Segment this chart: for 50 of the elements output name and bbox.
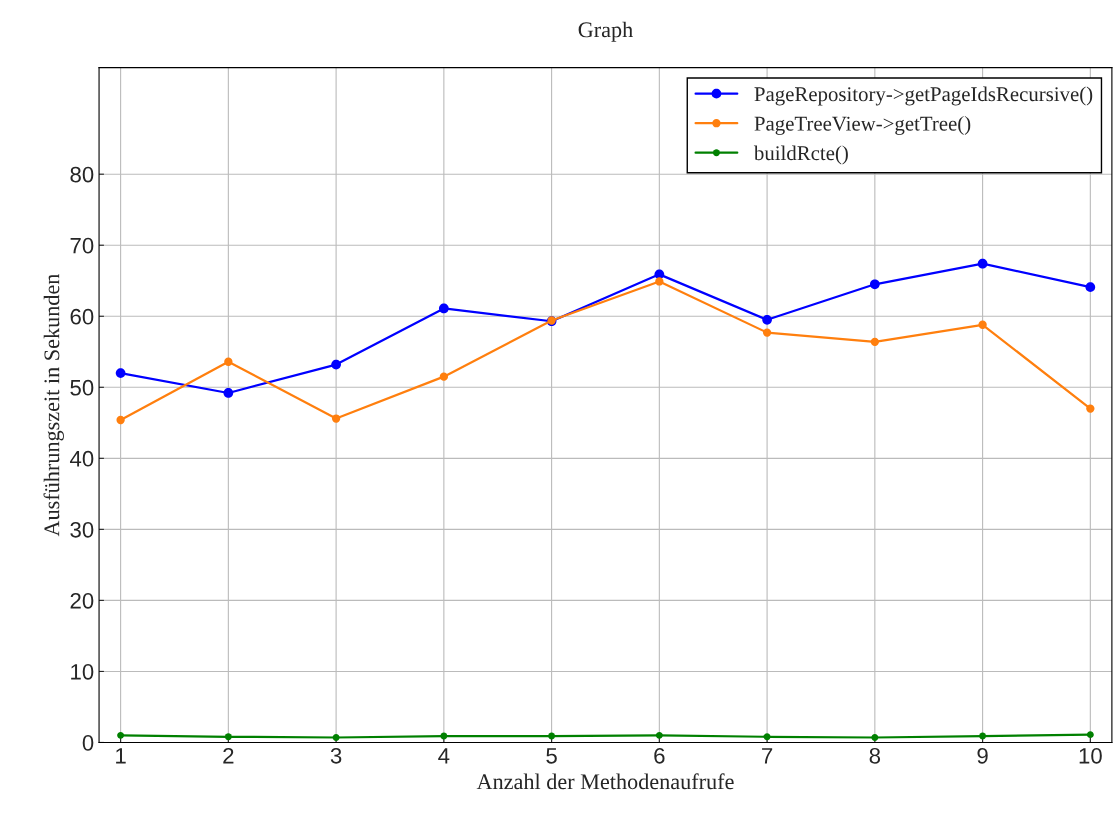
point <box>762 314 772 325</box>
x-tick-label: 7 <box>762 748 773 764</box>
x-tick-label: 4 <box>438 748 450 764</box>
point <box>1085 282 1096 292</box>
point <box>655 277 664 286</box>
y-tick-label: 60 <box>70 308 94 325</box>
point <box>116 415 125 425</box>
point <box>762 328 772 337</box>
point <box>440 732 448 740</box>
x-tick-label: 9 <box>977 747 988 764</box>
point <box>548 732 556 740</box>
point <box>115 368 126 378</box>
point <box>870 337 880 346</box>
y-tick-label: 70 <box>70 237 94 254</box>
x-tick-label: 6 <box>654 747 665 764</box>
point <box>979 732 987 740</box>
x-tick-label: 1 <box>116 748 126 764</box>
x-tick-label: 3 <box>330 747 342 764</box>
point <box>224 733 232 741</box>
legend-label: buildRcte() <box>753 145 848 165</box>
x-tick-label: 8 <box>869 747 881 764</box>
y-tick-label: 40 <box>69 450 94 467</box>
point <box>439 372 449 381</box>
y-tick-label: 80 <box>70 166 94 183</box>
point <box>977 258 988 269</box>
y-tick-label: 50 <box>70 379 94 396</box>
y-axis-title: Ausführungszeit in Sekunden <box>43 273 64 537</box>
point <box>331 359 341 370</box>
y-tick-label: 30 <box>70 521 94 538</box>
point <box>331 414 341 423</box>
y-tick-label: 20 <box>70 592 94 609</box>
point <box>763 733 771 741</box>
point <box>223 388 234 398</box>
legend-label: PageTreeView->getTree() <box>754 116 971 135</box>
point <box>438 303 449 314</box>
x-tick-label: 5 <box>546 748 557 764</box>
point <box>117 731 125 739</box>
point <box>655 731 663 739</box>
point <box>224 357 233 366</box>
point <box>869 279 880 290</box>
chart-title: Graph <box>578 21 633 42</box>
legend-label: PageRepository->getPageIdsRecursive() <box>754 86 1093 106</box>
x-tick-label: 10 <box>1079 747 1102 764</box>
point <box>1086 731 1094 739</box>
x-axis-title: Anzahl der Methodenaufrufe <box>476 773 734 790</box>
point <box>978 320 987 329</box>
y-tick-label: 0 <box>82 735 94 751</box>
y-tick-label: 10 <box>71 663 94 680</box>
x-tick-label: 2 <box>223 747 234 764</box>
point <box>1086 404 1095 413</box>
